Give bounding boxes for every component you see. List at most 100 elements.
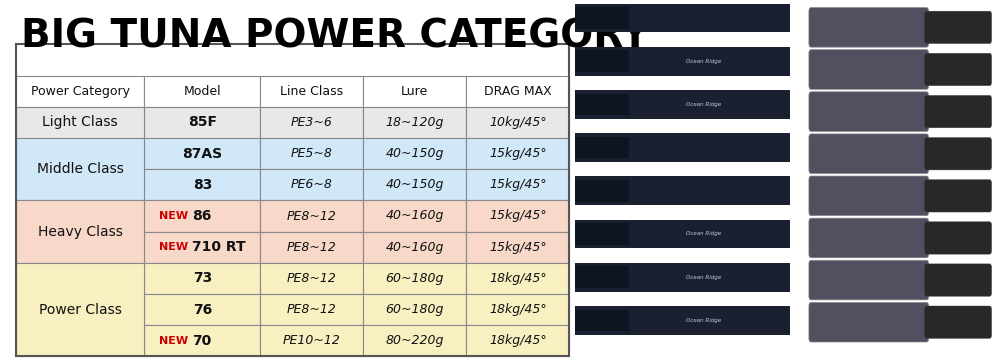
Text: Lure: Lure — [401, 85, 428, 98]
Text: Light Class: Light Class — [42, 116, 118, 129]
FancyBboxPatch shape — [575, 306, 790, 335]
FancyBboxPatch shape — [924, 180, 992, 212]
FancyBboxPatch shape — [466, 201, 569, 231]
FancyBboxPatch shape — [809, 260, 929, 300]
Text: PE6~8: PE6~8 — [291, 178, 333, 191]
FancyBboxPatch shape — [466, 263, 569, 294]
FancyBboxPatch shape — [575, 133, 790, 162]
Text: PE8~12: PE8~12 — [287, 272, 337, 285]
Text: 710 RT: 710 RT — [192, 240, 246, 254]
FancyBboxPatch shape — [575, 180, 629, 202]
FancyBboxPatch shape — [924, 53, 992, 86]
FancyBboxPatch shape — [260, 294, 363, 325]
FancyBboxPatch shape — [144, 325, 260, 356]
Text: 18~120g: 18~120g — [386, 116, 444, 129]
Text: 40~150g: 40~150g — [386, 178, 444, 191]
FancyBboxPatch shape — [16, 107, 144, 138]
FancyBboxPatch shape — [575, 266, 629, 288]
FancyBboxPatch shape — [16, 201, 144, 263]
FancyBboxPatch shape — [144, 231, 260, 263]
Text: 18kg/45°: 18kg/45° — [489, 303, 547, 316]
Text: 76: 76 — [193, 303, 212, 316]
Text: 80~220g: 80~220g — [386, 334, 444, 347]
FancyBboxPatch shape — [575, 223, 629, 245]
FancyBboxPatch shape — [363, 76, 466, 107]
FancyBboxPatch shape — [575, 7, 629, 29]
FancyBboxPatch shape — [260, 201, 363, 231]
FancyBboxPatch shape — [260, 107, 363, 138]
FancyBboxPatch shape — [466, 231, 569, 263]
FancyBboxPatch shape — [260, 231, 363, 263]
Text: Heavy Class: Heavy Class — [38, 225, 122, 239]
FancyBboxPatch shape — [809, 134, 929, 174]
FancyBboxPatch shape — [363, 263, 466, 294]
FancyBboxPatch shape — [575, 50, 629, 72]
Text: PE3~6: PE3~6 — [291, 116, 333, 129]
Text: Model: Model — [184, 85, 221, 98]
FancyBboxPatch shape — [809, 218, 929, 258]
FancyBboxPatch shape — [809, 8, 929, 47]
FancyBboxPatch shape — [575, 137, 629, 158]
Text: BIG TUNA POWER CATEGORY: BIG TUNA POWER CATEGORY — [21, 18, 649, 56]
Text: 60~180g: 60~180g — [386, 303, 444, 316]
Text: 86: 86 — [192, 209, 212, 223]
Text: Ocean Ridge: Ocean Ridge — [686, 102, 722, 107]
Text: Power Category: Power Category — [31, 85, 130, 98]
FancyBboxPatch shape — [924, 11, 992, 44]
FancyBboxPatch shape — [466, 294, 569, 325]
FancyBboxPatch shape — [466, 107, 569, 138]
Text: NEW: NEW — [159, 336, 188, 346]
FancyBboxPatch shape — [575, 4, 790, 32]
FancyBboxPatch shape — [575, 90, 790, 119]
FancyBboxPatch shape — [260, 169, 363, 201]
FancyBboxPatch shape — [466, 169, 569, 201]
FancyBboxPatch shape — [363, 107, 466, 138]
Text: 18kg/45°: 18kg/45° — [489, 334, 547, 347]
Text: 87AS: 87AS — [182, 147, 222, 161]
Text: 40~160g: 40~160g — [386, 210, 444, 222]
FancyBboxPatch shape — [809, 176, 929, 216]
FancyBboxPatch shape — [144, 201, 260, 231]
FancyBboxPatch shape — [260, 76, 363, 107]
FancyBboxPatch shape — [575, 220, 790, 248]
FancyBboxPatch shape — [363, 231, 466, 263]
FancyBboxPatch shape — [260, 263, 363, 294]
FancyBboxPatch shape — [575, 176, 790, 205]
Text: Ocean Ridge: Ocean Ridge — [686, 275, 722, 280]
FancyBboxPatch shape — [260, 325, 363, 356]
Text: 10kg/45°: 10kg/45° — [489, 116, 547, 129]
FancyBboxPatch shape — [924, 306, 992, 338]
FancyBboxPatch shape — [363, 169, 466, 201]
FancyBboxPatch shape — [466, 325, 569, 356]
Text: NEW: NEW — [159, 211, 188, 221]
FancyBboxPatch shape — [144, 107, 260, 138]
Text: Power Class: Power Class — [39, 303, 121, 316]
Text: 73: 73 — [193, 271, 212, 285]
FancyBboxPatch shape — [924, 138, 992, 170]
FancyBboxPatch shape — [144, 138, 260, 169]
FancyBboxPatch shape — [809, 92, 929, 131]
Text: Middle Class: Middle Class — [37, 162, 123, 176]
FancyBboxPatch shape — [924, 222, 992, 254]
FancyBboxPatch shape — [16, 76, 144, 107]
Text: 18kg/45°: 18kg/45° — [489, 272, 547, 285]
Text: 60~180g: 60~180g — [386, 272, 444, 285]
FancyBboxPatch shape — [466, 138, 569, 169]
FancyBboxPatch shape — [809, 50, 929, 89]
FancyBboxPatch shape — [144, 294, 260, 325]
FancyBboxPatch shape — [924, 264, 992, 296]
Text: 70: 70 — [192, 334, 211, 348]
Text: PE8~12: PE8~12 — [287, 241, 337, 254]
Text: Ocean Ridge: Ocean Ridge — [686, 318, 722, 323]
Text: 85F: 85F — [188, 116, 217, 129]
FancyBboxPatch shape — [363, 201, 466, 231]
FancyBboxPatch shape — [260, 138, 363, 169]
Text: PE10~12: PE10~12 — [283, 334, 341, 347]
FancyBboxPatch shape — [575, 94, 629, 115]
FancyBboxPatch shape — [144, 76, 260, 107]
FancyBboxPatch shape — [363, 294, 466, 325]
Text: PE8~12: PE8~12 — [287, 303, 337, 316]
Text: 15kg/45°: 15kg/45° — [489, 147, 547, 160]
FancyBboxPatch shape — [575, 310, 629, 331]
Text: DRAG MAX: DRAG MAX — [484, 85, 552, 98]
